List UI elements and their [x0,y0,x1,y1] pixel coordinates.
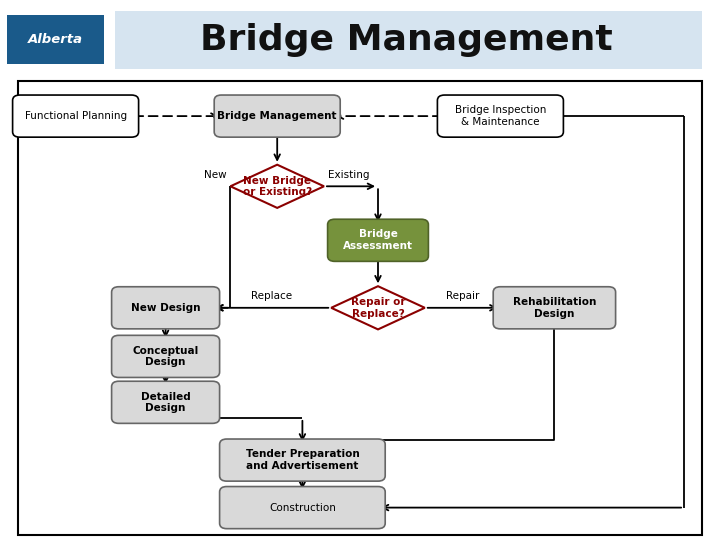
FancyBboxPatch shape [438,95,563,137]
FancyBboxPatch shape [18,81,702,535]
FancyBboxPatch shape [115,11,702,69]
FancyBboxPatch shape [220,487,385,529]
FancyBboxPatch shape [112,381,220,423]
Text: New Bridge
or Existing?: New Bridge or Existing? [243,176,312,197]
FancyBboxPatch shape [112,287,220,329]
Text: Bridge Inspection
& Maintenance: Bridge Inspection & Maintenance [455,105,546,127]
Text: Conceptual
Design: Conceptual Design [132,346,199,367]
Text: Functional Planning: Functional Planning [24,111,127,121]
Text: Rehabilitation
Design: Rehabilitation Design [513,297,596,319]
Text: Bridge
Assessment: Bridge Assessment [343,230,413,251]
Text: Existing: Existing [328,170,369,180]
Text: Tender Preparation
and Advertisement: Tender Preparation and Advertisement [246,449,359,471]
Text: Construction: Construction [269,503,336,512]
FancyBboxPatch shape [220,439,385,481]
FancyBboxPatch shape [328,219,428,261]
FancyBboxPatch shape [12,95,138,137]
FancyBboxPatch shape [112,335,220,377]
Polygon shape [230,165,324,208]
FancyBboxPatch shape [7,15,104,64]
Text: Repair or
Replace?: Repair or Replace? [351,297,405,319]
Text: New: New [204,170,227,180]
Text: Bridge Management: Bridge Management [200,23,613,57]
Text: Detailed
Design: Detailed Design [140,392,191,413]
Text: Repair: Repair [446,291,480,301]
FancyBboxPatch shape [493,287,616,329]
Text: Alberta: Alberta [28,33,83,46]
Polygon shape [331,286,425,329]
FancyBboxPatch shape [215,95,340,137]
Text: Bridge Management: Bridge Management [217,111,337,121]
Text: New Design: New Design [131,303,200,313]
Text: Replace: Replace [251,291,292,301]
